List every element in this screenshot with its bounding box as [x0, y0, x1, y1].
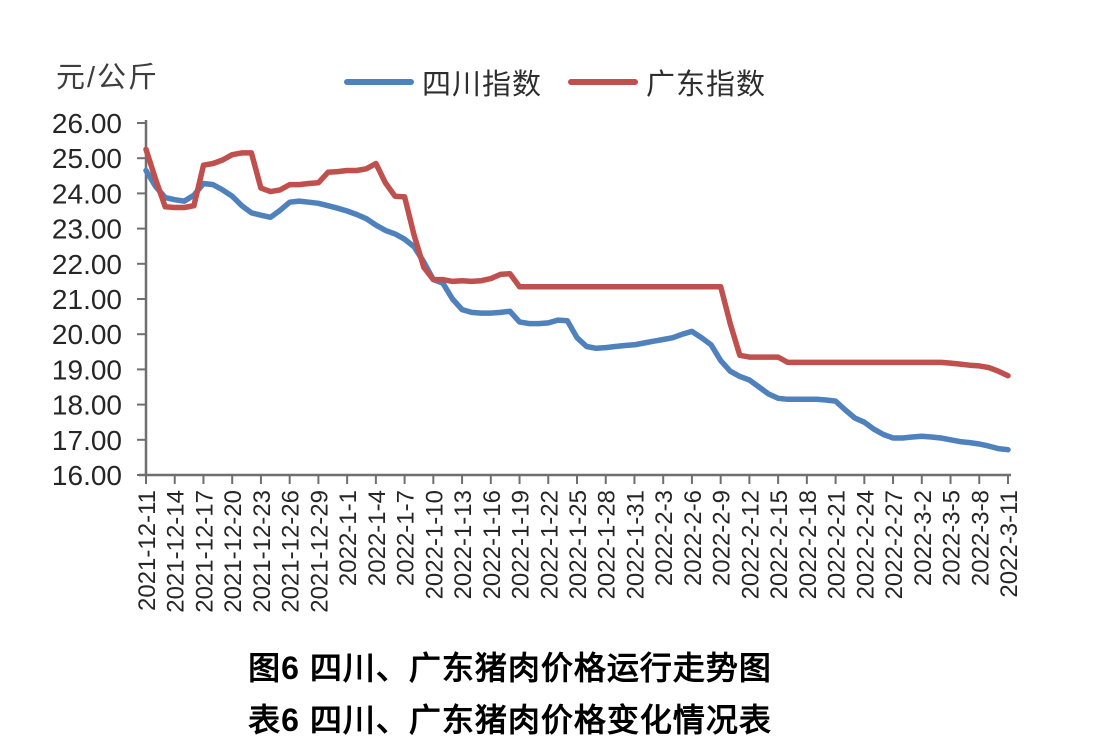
y-tick-label: 26.00	[52, 108, 122, 139]
y-tick-label: 25.00	[52, 143, 122, 174]
x-tick-label: 2022-2-18	[795, 490, 822, 599]
x-tick-label: 2021-12-29	[306, 490, 333, 613]
x-tick-label: 2022-1-19	[508, 490, 535, 599]
x-tick-label: 2021-12-11	[134, 490, 161, 611]
x-tick-label: 2022-3-11	[996, 490, 1023, 598]
x-tick-label: 2022-1-31	[623, 490, 650, 599]
x-tick-label: 2022-1-1	[335, 490, 362, 586]
x-tick-label: 2021-12-20	[220, 490, 247, 613]
x-tick-label: 2022-2-6	[680, 490, 707, 586]
x-tick-label: 2022-2-21	[824, 490, 851, 599]
y-tick-label: 18.00	[52, 390, 122, 421]
x-tick-label: 2021-12-17	[192, 490, 219, 613]
figure-caption: 图6 四川、广东猪肉价格运行走势图	[248, 650, 772, 686]
x-tick-label: 2022-2-27	[881, 490, 908, 599]
y-tick-label: 20.00	[52, 319, 122, 350]
x-tick-label: 2022-2-3	[651, 490, 678, 586]
y-tick-label: 19.00	[52, 354, 122, 385]
x-tick-label: 2022-1-7	[393, 490, 420, 586]
x-tick-label: 2022-1-4	[364, 490, 391, 586]
legend-item-sichuan: 四川指数	[343, 61, 542, 103]
x-tick-label: 2022-3-8	[967, 490, 994, 586]
table-caption: 表6 四川、广东猪肉价格变化情况表	[248, 702, 772, 738]
y-tick-label: 22.00	[52, 249, 122, 280]
x-tick-label: 2021-12-23	[249, 490, 276, 613]
series-line-sichuan	[143, 167, 1011, 453]
x-tick-label: 2022-3-5	[939, 490, 966, 586]
y-tick-label: 16.00	[52, 460, 122, 491]
legend-label-guangdong: 广东指数	[646, 69, 767, 101]
x-tick-label: 2022-2-12	[737, 490, 764, 599]
y-tick-label: 21.00	[52, 284, 122, 315]
x-tick-label: 2022-3-2	[910, 490, 937, 586]
captions: 图6 四川、广东猪肉价格运行走势图 表6 四川、广东猪肉价格变化情况表	[0, 642, 1020, 746]
guangdong-line-swatch	[568, 79, 638, 85]
series-line-guangdong	[143, 146, 1011, 379]
sichuan-line-swatch	[343, 79, 414, 85]
x-tick-label: 2022-1-10	[421, 490, 448, 599]
y-tick-label: 24.00	[52, 178, 122, 209]
x-tick-label: 2022-1-13	[450, 490, 477, 599]
x-tick-label: 2022-1-25	[565, 490, 592, 599]
x-tick-label: 2021-12-26	[278, 490, 305, 613]
x-tick-label: 2021-12-14	[163, 490, 190, 613]
x-tick-label: 2022-1-16	[479, 490, 506, 599]
x-tick-label: 2022-2-15	[766, 490, 793, 599]
x-tick-label: 2022-1-28	[594, 490, 621, 599]
x-tick-label: 2022-2-24	[852, 490, 879, 599]
y-tick-label: 23.00	[52, 214, 122, 245]
x-tick-label: 2022-1-22	[536, 490, 563, 599]
y-axis-unit-label: 元/公斤	[56, 62, 160, 94]
legend: 四川指数 广东指数	[0, 62, 1110, 102]
legend-label-sichuan: 四川指数	[421, 69, 542, 101]
y-tick-label: 17.00	[52, 425, 122, 456]
x-tick-label: 2022-2-9	[709, 490, 736, 586]
legend-item-guangdong: 广东指数	[568, 61, 766, 103]
